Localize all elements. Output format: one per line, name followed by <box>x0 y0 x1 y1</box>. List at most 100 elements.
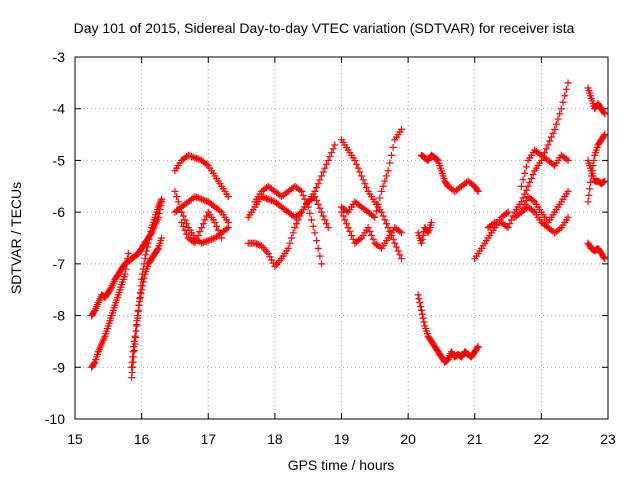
data-point <box>415 295 423 303</box>
data-point <box>601 131 609 139</box>
data-point <box>178 218 186 226</box>
y-tick-label: -3 <box>53 49 66 65</box>
x-axis-label: GPS time / hours <box>288 457 395 473</box>
data-point <box>107 284 115 292</box>
data-point <box>529 207 537 215</box>
data-point <box>264 250 272 258</box>
data-point <box>259 193 267 201</box>
data-point <box>158 234 166 242</box>
y-tick-label: -6 <box>53 204 66 220</box>
data-point <box>314 200 322 208</box>
x-tick-label: 15 <box>67 431 83 447</box>
data-point <box>264 195 272 203</box>
data-point <box>396 228 404 236</box>
data-point <box>132 327 140 335</box>
data-point <box>549 160 557 168</box>
data-point <box>369 235 377 243</box>
data-point <box>291 224 299 232</box>
data-point <box>199 239 207 247</box>
data-point <box>352 160 360 168</box>
x-tick-label: 21 <box>467 431 483 447</box>
data-point <box>318 260 326 268</box>
data-point <box>414 291 422 299</box>
data-point <box>559 98 567 106</box>
data-point <box>351 156 359 164</box>
data-point <box>199 220 207 228</box>
data-point <box>344 224 352 232</box>
y-tick-labels: -10 -9 -8 -7 -6 -5 -4 -3 <box>45 49 65 427</box>
data-point <box>374 200 382 208</box>
data-point <box>418 310 426 318</box>
data-point <box>124 250 132 258</box>
data-point <box>158 195 166 203</box>
data-point <box>266 253 274 261</box>
data-point <box>137 290 145 298</box>
data-point <box>174 198 182 206</box>
data-point <box>134 312 142 320</box>
x-tick-label: 22 <box>534 431 550 447</box>
data-point <box>211 218 219 226</box>
data-point <box>473 344 481 352</box>
data-point <box>586 185 594 193</box>
data-point <box>588 167 596 175</box>
series-track-2 <box>88 250 132 371</box>
data-point <box>599 178 607 186</box>
data-point <box>397 255 405 263</box>
data-point <box>392 243 400 251</box>
data-point <box>376 243 384 251</box>
data-point <box>376 194 384 202</box>
data-point <box>419 314 427 322</box>
data-point <box>564 79 572 87</box>
data-point <box>288 234 296 242</box>
data-point <box>214 226 222 234</box>
series-track-8 <box>178 208 226 247</box>
data-point <box>551 125 559 133</box>
data-point <box>179 222 187 230</box>
data-point <box>590 156 598 164</box>
data-point <box>504 224 512 232</box>
data-point <box>143 247 151 255</box>
series-track-7 <box>171 193 232 226</box>
data-point <box>201 216 209 224</box>
data-point <box>191 239 199 247</box>
data-point <box>313 184 321 192</box>
data-point <box>519 176 527 184</box>
plot-frame <box>74 56 609 420</box>
y-tick-label: -5 <box>53 152 66 168</box>
data-point <box>316 252 324 260</box>
data-point <box>198 224 206 232</box>
data-point <box>331 141 339 149</box>
data-point <box>213 222 221 230</box>
data-point <box>600 132 608 140</box>
data-point <box>474 343 482 351</box>
data-point <box>346 228 354 236</box>
data-point <box>196 195 204 203</box>
data-point <box>196 228 204 236</box>
data-point <box>369 212 377 220</box>
data-point <box>381 216 389 224</box>
series-track-18 <box>471 208 512 263</box>
data-point <box>263 195 271 203</box>
x-tick-label: 20 <box>400 431 416 447</box>
data-point <box>600 178 608 186</box>
data-point <box>198 239 206 247</box>
data-point <box>382 172 390 180</box>
data-point <box>121 270 129 278</box>
data-point <box>173 193 181 201</box>
series-track-5 <box>171 151 232 201</box>
data-point <box>253 240 261 248</box>
data-point <box>261 194 269 202</box>
data-point <box>601 177 609 185</box>
data-point <box>314 180 322 188</box>
data-point <box>546 137 554 145</box>
data-point <box>367 231 375 239</box>
data-point <box>564 187 572 195</box>
data-point <box>432 155 440 163</box>
data-point <box>379 212 387 220</box>
y-tick-label: -8 <box>53 308 66 324</box>
data-point <box>326 153 334 161</box>
data-point <box>203 237 211 245</box>
data-point <box>130 337 138 345</box>
data-point <box>381 177 389 185</box>
